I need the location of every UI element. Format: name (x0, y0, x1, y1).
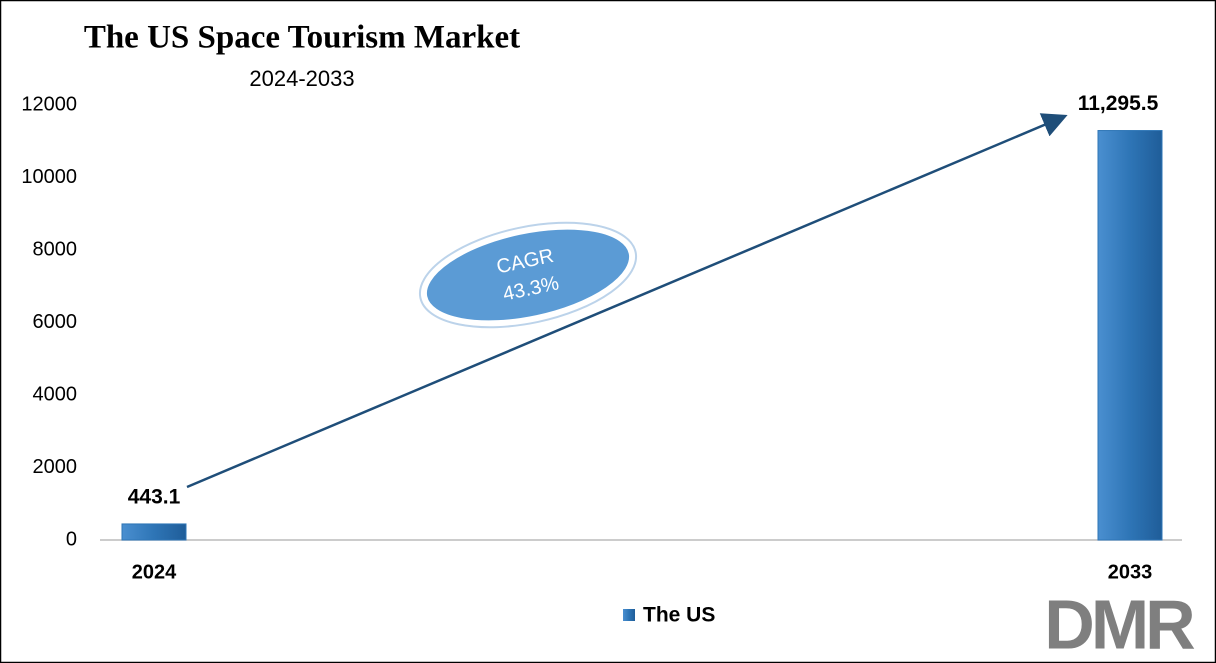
chart-title: The US Space Tourism Market (84, 20, 520, 56)
y-tick-label: 6000 (33, 311, 78, 333)
x-tick-label: 2033 (1108, 561, 1153, 583)
value-label: 443.1 (128, 485, 181, 508)
x-tick-label: 2024 (132, 561, 177, 583)
y-tick-label: 8000 (33, 238, 78, 260)
value-label: 11,295.5 (1078, 92, 1159, 115)
y-tick-label: 0 (66, 528, 77, 550)
bar (1097, 130, 1163, 541)
bar (121, 523, 187, 541)
badge-outline (418, 221, 638, 329)
badge-shape (420, 223, 636, 327)
cagr-badge: CAGR 43.3% (418, 221, 638, 329)
y-tick-label: 2000 (33, 456, 78, 478)
legend-label: The US (643, 604, 715, 627)
y-tick-label: 12000 (21, 93, 77, 115)
chart-subtitle: 2024-2033 (249, 66, 354, 91)
y-tick-label: 4000 (33, 383, 78, 405)
growth-arrow (186, 113, 1068, 489)
logo: DMR (1044, 585, 1195, 663)
legend-swatch (623, 609, 635, 621)
y-tick-label: 10000 (21, 166, 77, 188)
